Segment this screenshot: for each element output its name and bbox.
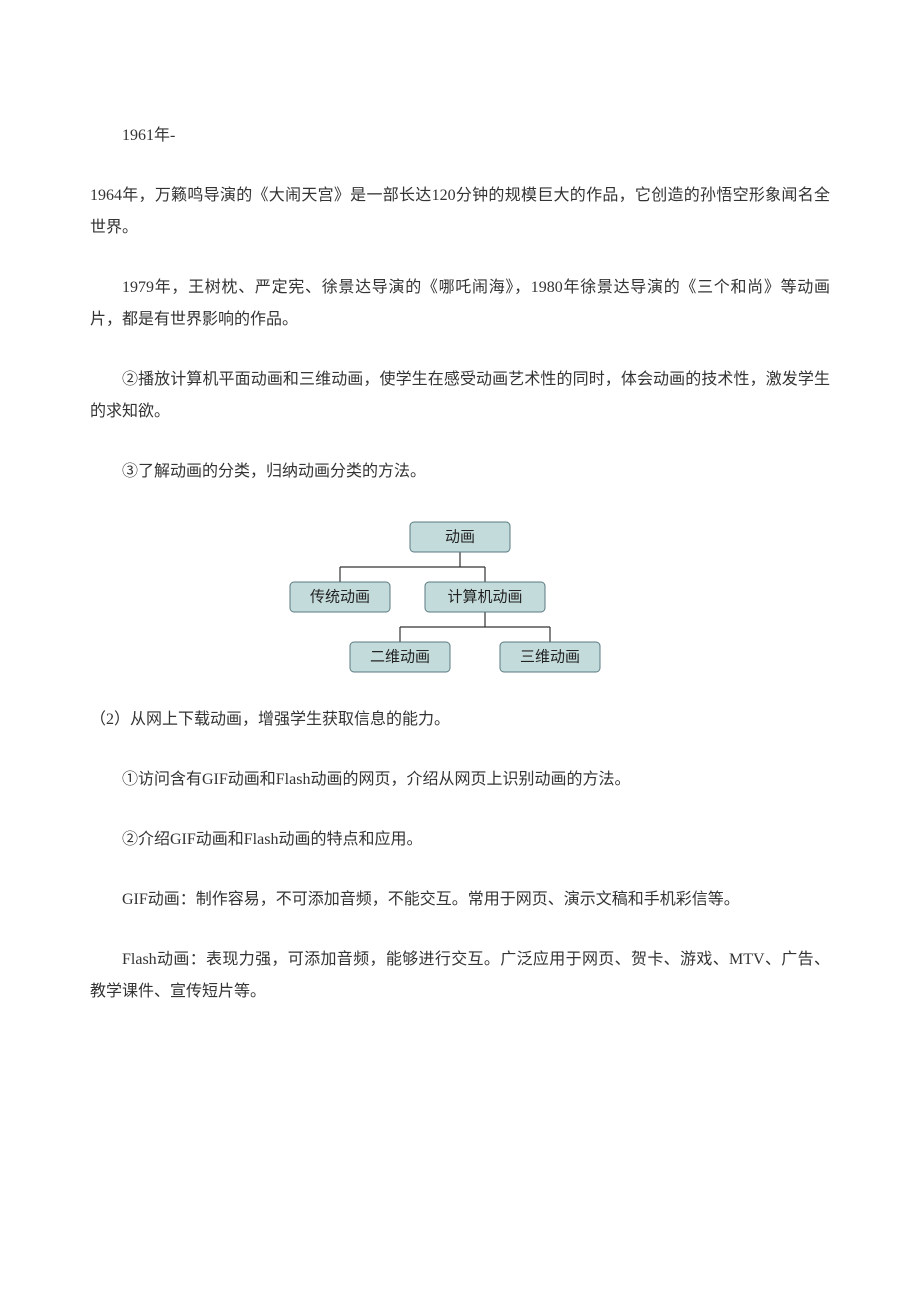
tree-node-label-twoD: 二维动画 — [370, 648, 430, 665]
paragraph-6: ①访问含有GIF动画和Flash动画的网页，介绍从网页上识别动画的方法。 — [90, 764, 830, 796]
paragraph-7: ②介绍GIF动画和Flash动画的特点和应用。 — [90, 824, 830, 856]
tree-svg: 动画传统动画 计算机动画二维动画 三维动画 — [260, 516, 660, 696]
paragraph-9: Flash动画：表现力强，可添加音频，能够进行交互。广泛应用于网页、贺卡、游戏、… — [90, 944, 830, 1008]
document-page: 1961年- 1964年，万籁鸣导演的《大闹天宫》是一部长达120分钟的规模巨大… — [0, 0, 920, 1096]
paragraph-1-rest: 1964年，万籁鸣导演的《大闹天宫》是一部长达120分钟的规模巨大的作品，它创造… — [90, 180, 830, 244]
tree-node-label-comp: 计算机动画 — [447, 587, 522, 605]
tree-node-label-root: 动画 — [445, 528, 475, 545]
classification-diagram: 动画传统动画 计算机动画二维动画 三维动画 — [90, 516, 830, 696]
paragraph-1-lead: 1961年- — [90, 120, 830, 152]
paragraph-3: ②播放计算机平面动画和三维动画，使学生在感受动画艺术性的同时，体会动画的技术性，… — [90, 364, 830, 428]
tree-node-label-threeD: 三维动画 — [520, 648, 580, 665]
tree-node-label-trad: 传统动画 — [310, 588, 370, 605]
paragraph-2: 1979年，王树枕、严定宪、徐景达导演的《哪吒闹海》，1980年徐景达导演的《三… — [90, 272, 830, 336]
paragraph-8: GIF动画：制作容易，不可添加音频，不能交互。常用于网页、演示文稿和手机彩信等。 — [90, 884, 830, 916]
paragraph-5: （2）从网上下载动画，增强学生获取信息的能力。 — [90, 704, 830, 736]
paragraph-4: ③了解动画的分类，归纳动画分类的方法。 — [90, 456, 830, 488]
